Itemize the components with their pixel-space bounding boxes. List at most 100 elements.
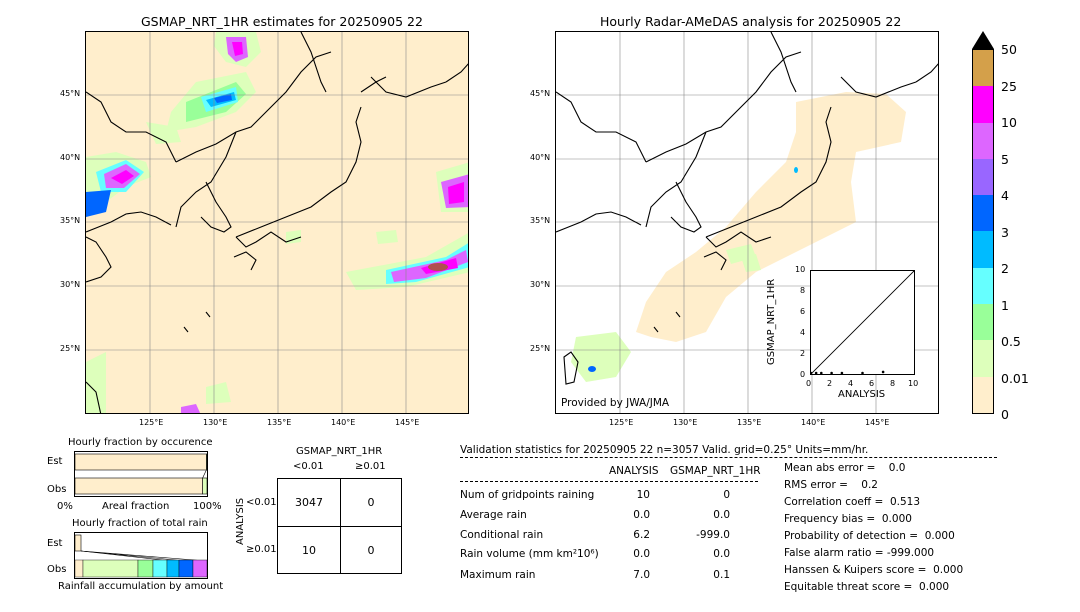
colorbar-segment-4: [973, 195, 993, 232]
colorbar-label-1: 1: [1001, 298, 1009, 313]
left-lat-35: 35°N: [60, 216, 81, 225]
total-rain-est-bar: [74, 534, 82, 552]
colorbar-segment-9: [973, 376, 993, 413]
scatter-x-8: 8: [890, 379, 896, 388]
left-lon-135: 135°E: [267, 418, 292, 427]
colorbar-label-0: 0: [1001, 407, 1009, 422]
occurrence-bars: [74, 453, 208, 495]
left-lon-130: 130°E: [203, 418, 228, 427]
colorbar-label-4: 4: [1001, 188, 1009, 203]
scatter-y-0: 0: [800, 370, 806, 379]
scatter-x-2: 2: [827, 379, 833, 388]
scatter-point-2: [820, 371, 823, 375]
occurrence-bar-obs-1: [202, 477, 208, 495]
occurrence-axes: [74, 451, 208, 497]
score-ets: Equitable threat score = 0.000: [784, 581, 950, 593]
right-lat-45: 45°N: [530, 89, 551, 98]
right-lon-145: 145°E: [865, 418, 890, 427]
left-map-canvas: [86, 32, 468, 413]
occurrence-connector: [202, 469, 207, 479]
right-lat-25: 25°N: [530, 344, 551, 353]
score-pod: Probability of detection = 0.000: [784, 530, 955, 542]
colorbar-label-50: 50: [1001, 42, 1017, 57]
scatter-x-4: 4: [848, 379, 854, 388]
total-rain-obs-label: Obs: [47, 564, 67, 575]
right-lon-135: 135°E: [737, 418, 762, 427]
stat-gsmap-gridpoints: 0: [723, 489, 730, 501]
scatter-y-4: 4: [800, 328, 806, 337]
left-lon-125: 125°E: [139, 418, 164, 427]
total-rain-obs-seg-4: [152, 559, 168, 578]
contingency-table: 3047 0 10 0: [277, 478, 402, 574]
contingency-col-ge: ≥0.01: [355, 461, 386, 472]
stat-analysis-conditional: 6.2: [633, 529, 650, 541]
colorbar-segment-7: [973, 304, 993, 341]
scatter-point-5: [861, 371, 864, 375]
scatter-point-0: [809, 371, 813, 375]
right-lon-130: 130°E: [673, 418, 698, 427]
total-rain-xlabel: Rainfall accumulation by amount: [58, 581, 224, 592]
left-lat-40: 40°N: [60, 153, 81, 162]
contingency-row-ge: ≥0.01: [246, 544, 277, 555]
occurrence-bar-est-1: [206, 453, 208, 471]
total-rain-obs-seg-3: [137, 559, 154, 578]
right-lat-35: 35°N: [530, 216, 551, 225]
right-coastlines: [556, 32, 938, 385]
occurrence-x-right: 100%: [193, 501, 222, 512]
scatter-x-6: 6: [869, 379, 875, 388]
contingency-col-title: GSMAP_NRT_1HR: [296, 446, 383, 457]
colorbar-label-0.01: 0.01: [1001, 371, 1029, 386]
scatter-y-2: 2: [800, 349, 806, 358]
colorbar-segment-0: [973, 50, 993, 87]
total-rain-obs-seg-2: [82, 559, 139, 578]
stat-gsmap-conditional: -999.0: [696, 529, 730, 541]
occurrence-obs-label: Obs: [47, 484, 67, 495]
scatter-point-4: [840, 371, 844, 375]
contingency-cell-b: 0: [367, 496, 375, 509]
contingency-col-lt: <0.01: [293, 461, 324, 472]
left-map-grid: [86, 32, 468, 413]
scatter-plot: [809, 270, 915, 375]
right-map: [555, 31, 939, 414]
total-rain-bars: [74, 534, 208, 578]
left-coastlines: [86, 32, 468, 413]
total-rain-obs-seg-7: [192, 559, 208, 578]
stat-label-maximum: Maximum rain: [460, 569, 536, 581]
left-lat-45: 45°N: [60, 89, 81, 98]
total-rain-title: Hourly fraction of total rain: [72, 518, 208, 529]
scatter-y-6: 6: [800, 307, 806, 316]
scatter-point-1: [814, 371, 818, 375]
scatter-point-6: [881, 370, 885, 374]
colorbar-segment-2: [973, 122, 993, 159]
occurrence-x-left: 0%: [57, 501, 73, 512]
scatter-y-10: 10: [795, 265, 806, 274]
right-map-title: Hourly Radar-AMeDAS analysis for 2025090…: [600, 14, 902, 29]
scatter-diagonal: [810, 270, 915, 375]
left-lon-145: 145°E: [395, 418, 420, 427]
score-far: False alarm ratio = -999.000: [784, 547, 935, 559]
colorbar-segment-6: [973, 267, 993, 305]
score-mae: Mean abs error = 0.0: [784, 462, 906, 474]
right-map-canvas: [556, 32, 938, 413]
colorbar-segment-1: [973, 86, 993, 123]
occurrence-xlabel: Areal fraction: [102, 501, 170, 512]
occurrence-bar-obs-0: [74, 477, 203, 495]
scatter-y-8: 8: [800, 286, 806, 295]
scatter-xlabel: ANALYSIS: [838, 389, 886, 400]
left-rain-field: [86, 32, 468, 413]
right-coverage-area: [571, 92, 906, 382]
validation-col-analysis: ANALYSIS: [609, 465, 659, 477]
right-lon-140: 140°E: [801, 418, 826, 427]
stat-label-average: Average rain: [460, 509, 527, 521]
stat-analysis-average: 0.0: [633, 509, 650, 521]
contingency-row-title: ANALYSIS: [235, 497, 246, 545]
score-hk: Hanssen & Kuipers score = 0.000: [784, 564, 964, 576]
right-lon-125: 125°E: [609, 418, 634, 427]
stat-gsmap-volume: 0.0: [713, 548, 730, 560]
total-rain-obs-seg-5: [166, 559, 180, 578]
colorbar-label-25: 25: [1001, 79, 1017, 94]
validation-col-gsmap: GSMAP_NRT_1HR: [670, 465, 761, 477]
stat-label-volume: Rain volume (mm km²10⁶): [460, 548, 599, 560]
stat-analysis-volume: 0.0: [633, 548, 650, 560]
total-rain-est-label: Est: [47, 538, 63, 549]
